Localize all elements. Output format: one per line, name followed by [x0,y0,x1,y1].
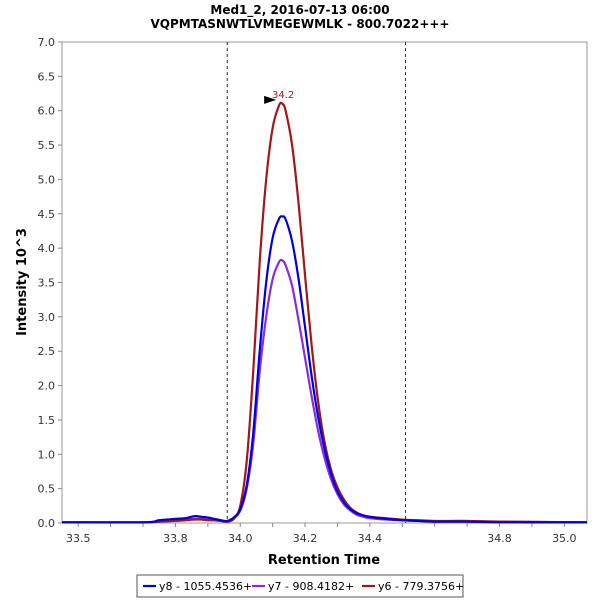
peak-annotation: 34.2 [264,90,294,104]
y-tick-label: 2.5 [38,345,56,358]
y-tick-label: 3.0 [38,311,56,324]
y-tick-label: 6.0 [38,105,56,118]
x-tick-label: 35.0 [552,532,577,545]
series-layer [61,101,588,524]
y-axis: 0.0 0.5 1.0 1.5 2.0 2.5 3.0 3.5 4.0 4.5 5.0 5.5 6.0 6… [38,36,62,530]
y-axis-label: Intensity 10^3 [15,228,30,336]
x-tick-label: 34.4 [358,532,383,545]
y-tick-label: 7.0 [38,36,56,49]
y-tick-label: 5.5 [38,139,56,152]
y-tick-label: 3.5 [38,277,56,290]
chart-title: Med1_2, 2016-07-13 06:00 [210,3,389,18]
y-tick-label: 1.0 [38,448,56,461]
integration-boundaries [226,42,407,523]
series-line-y8 [61,215,588,524]
legend-item: y8 - 1055.4536+ [159,580,252,593]
y-tick-label: 4.0 [38,242,56,255]
peak-marker-icon [264,95,277,104]
y-tick-label: 6.5 [38,70,56,83]
x-tick-label: 34.0 [228,532,253,545]
legend-frame [136,574,464,598]
y-tick-label: 0.0 [38,517,56,530]
x-tick-label: 33.8 [163,532,188,545]
y-tick-label: 0.5 [38,483,56,496]
peak-label: 34.2 [272,90,294,101]
legend-item: y6 - 779.3756+ [378,580,464,593]
x-axis-label: Retention Time [268,553,380,568]
legend: y8 - 1055.4536+ y7 - 908.4182+ y6 - 779.37… [136,574,464,598]
chart-subtitle: VQPMTASNWTLVMEGEWMLK - 800.7022+++ [151,17,450,31]
y-tick-label: 1.5 [38,414,56,427]
y-tick-label: 2.0 [38,380,56,393]
y-tick-label: 5.0 [38,173,56,186]
x-tick-label: 34.2 [293,532,318,545]
x-tick-label: 34.8 [487,532,512,545]
x-axis: 33.5 33.8 34.0 34.2 34.4 34.8 35.0 [66,523,577,545]
y-tick-label: 4.5 [38,208,56,221]
x-tick-label: 33.5 [66,532,91,545]
legend-item: y7 - 908.4182+ [268,580,354,593]
